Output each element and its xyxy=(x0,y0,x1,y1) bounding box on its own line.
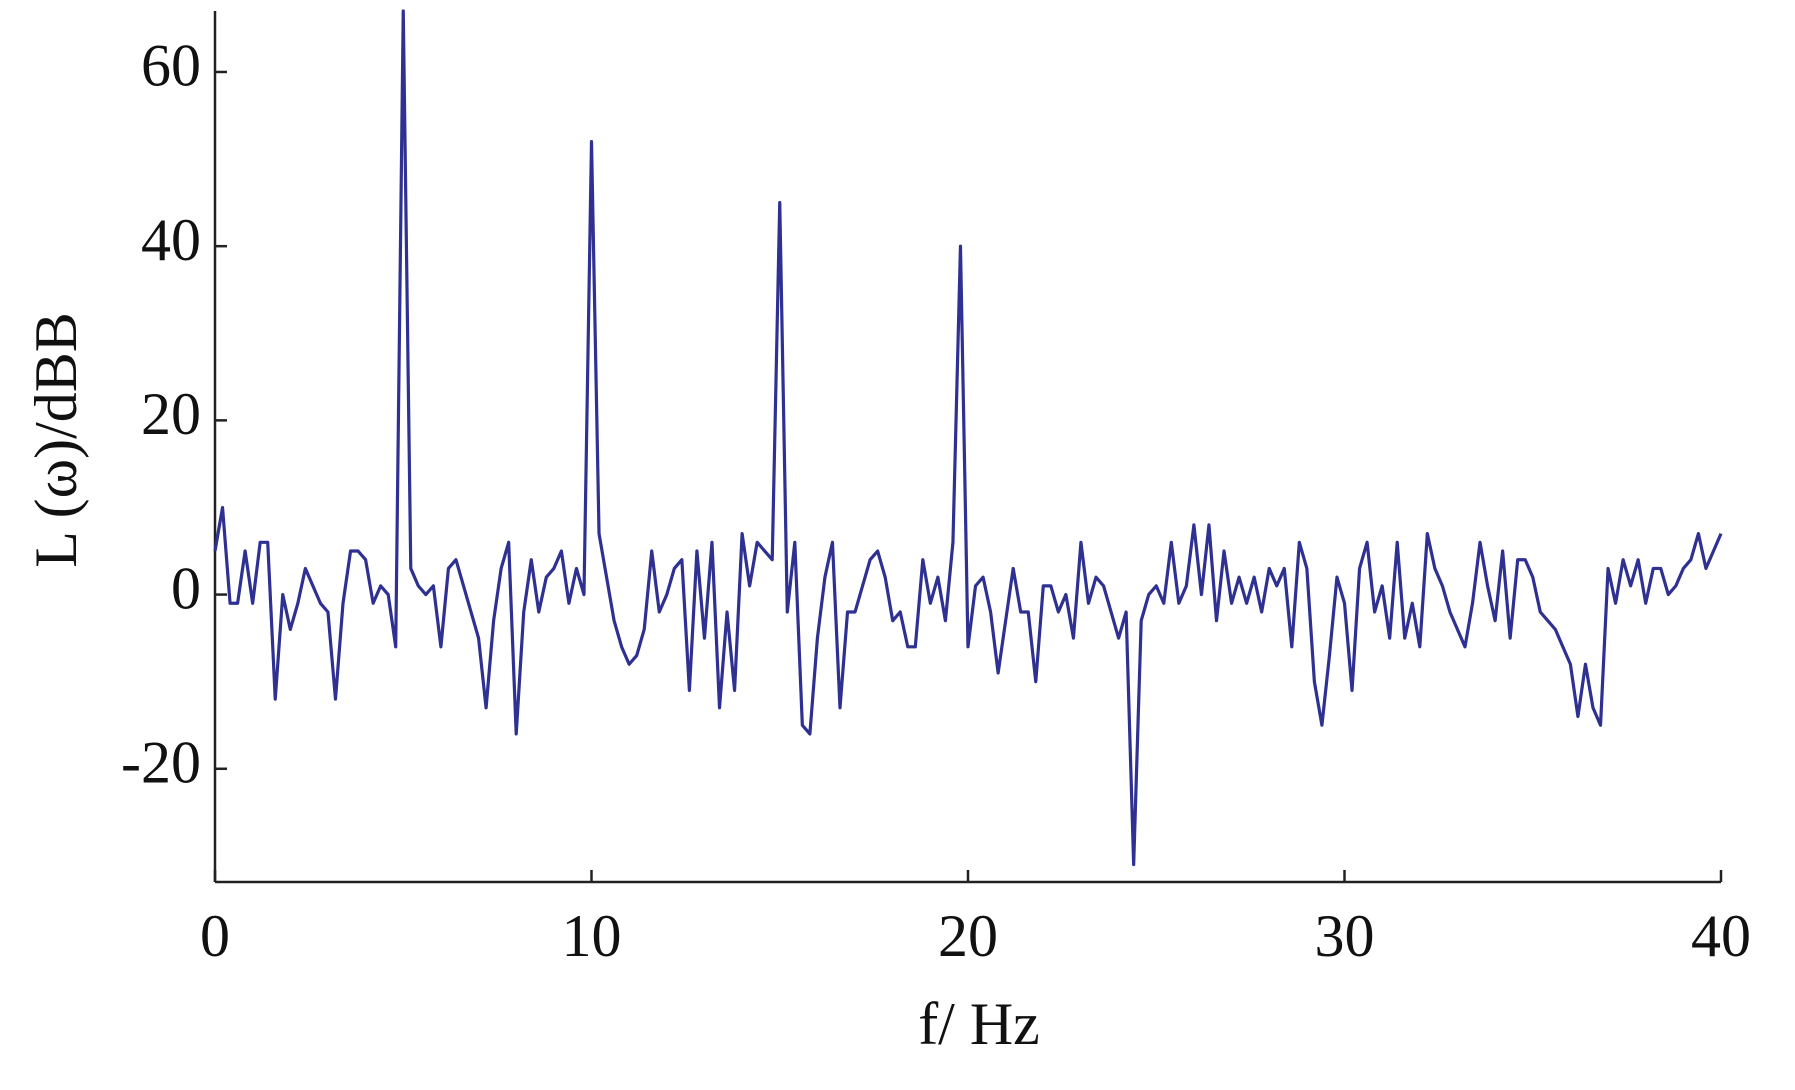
y-tick-label: 20 xyxy=(141,381,201,447)
y-tick-label: 40 xyxy=(141,207,201,273)
data-line xyxy=(213,9,1723,867)
y-axis-label: L (ω)/dBB xyxy=(23,312,89,568)
x-tick-label: 40 xyxy=(1691,903,1751,969)
y-tick-label: 0 xyxy=(171,555,201,621)
x-tick-label: 20 xyxy=(938,903,998,969)
y-tick-label: -20 xyxy=(121,730,201,796)
x-tick-label: 10 xyxy=(562,903,622,969)
y-tick-label: 60 xyxy=(141,33,201,99)
x-tick-label: 0 xyxy=(200,903,230,969)
x-tick-label: 30 xyxy=(1315,903,1375,969)
x-axis-label: f/ Hz xyxy=(918,991,1040,1057)
